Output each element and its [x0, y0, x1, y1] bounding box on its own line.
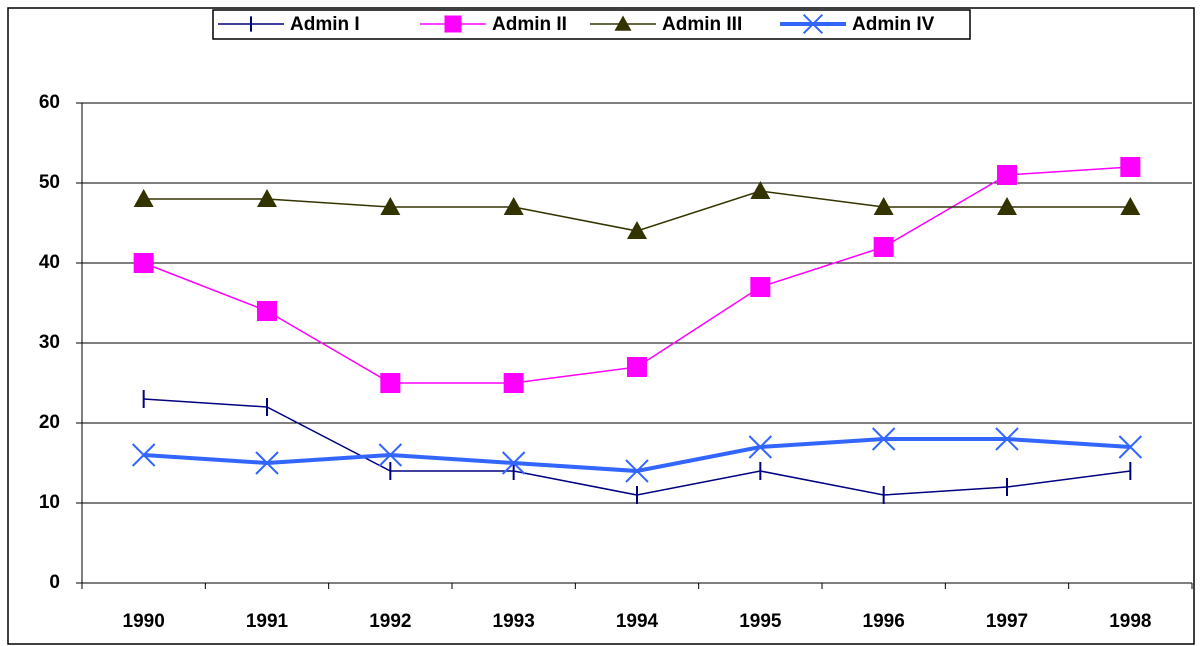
marker [131, 443, 156, 467]
marker [378, 443, 403, 467]
x-tick-label: 1993 [493, 611, 535, 632]
x-tick-label: 1991 [246, 611, 289, 632]
marker [997, 165, 1017, 185]
marker [750, 181, 771, 199]
marker [627, 221, 647, 239]
marker [503, 373, 524, 393]
marker [503, 197, 524, 215]
x-tick-label: 1994 [616, 611, 659, 632]
marker [257, 301, 277, 321]
chart-frame [7, 7, 1195, 645]
marker [133, 189, 154, 207]
marker [380, 197, 401, 215]
legend-label: Admin I [290, 14, 360, 35]
marker [748, 435, 773, 459]
marker [501, 451, 526, 475]
x-tick-label: 1992 [369, 611, 411, 632]
marker [627, 357, 647, 377]
marker [750, 277, 771, 297]
y-tick-label: 50 [39, 172, 60, 193]
marker [444, 15, 462, 33]
marker [625, 459, 649, 483]
marker [873, 237, 894, 257]
x-tick-label: 1998 [1109, 611, 1151, 632]
marker [1118, 435, 1143, 459]
marker [997, 197, 1017, 215]
x-tick-label: 1996 [863, 611, 905, 632]
marker [133, 253, 154, 273]
marker [802, 13, 824, 35]
marker [614, 15, 632, 31]
legend-label: Admin III [662, 14, 742, 35]
y-tick-label: 0 [49, 572, 60, 593]
marker [257, 189, 277, 207]
y-tick-label: 10 [39, 492, 60, 513]
y-tick-label: 20 [39, 412, 60, 433]
y-tick-label: 60 [39, 92, 60, 113]
y-tick-label: 40 [39, 252, 60, 273]
x-tick-label: 1990 [123, 611, 165, 632]
legend-label: Admin II [492, 14, 567, 35]
marker [995, 427, 1019, 451]
marker [873, 197, 894, 215]
marker [1120, 197, 1141, 215]
x-tick-label: 1997 [986, 611, 1028, 632]
y-tick-label: 30 [39, 332, 60, 353]
legend-label: Admin IV [852, 14, 935, 35]
marker [255, 451, 279, 475]
marker [380, 373, 401, 393]
marker [1120, 157, 1141, 177]
marker [871, 427, 896, 451]
x-tick-label: 1995 [739, 611, 782, 632]
